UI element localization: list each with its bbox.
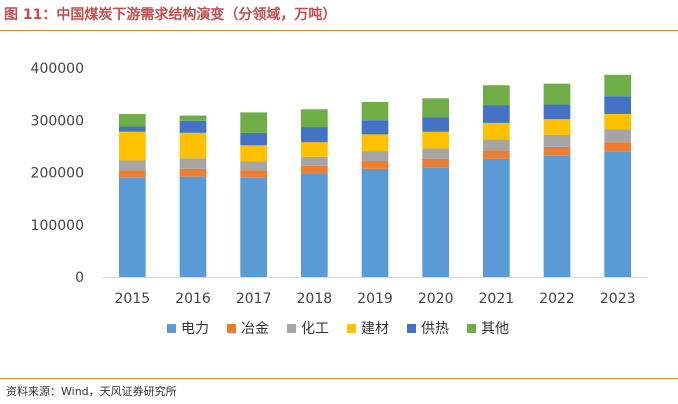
bar-segment: [422, 158, 450, 168]
stacked-bar-chart: 0 100000 200000 300000 400000 2015 2016 2017 201…: [31, 61, 648, 337]
legend-label: 其他: [481, 321, 509, 337]
bar-segment: [422, 167, 450, 277]
bar-segment: [118, 177, 146, 277]
bar-segment: [543, 155, 571, 277]
bar-segment: [361, 101, 389, 121]
legend-swatch: [167, 324, 176, 333]
bar-segment: [300, 142, 328, 157]
legend-label: 建材: [361, 321, 389, 337]
bar-segment: [361, 120, 389, 135]
bar-segment: [361, 161, 389, 169]
source-note: 资料来源：Wind，天风证券研究所: [6, 385, 177, 398]
bar-segment: [179, 115, 207, 121]
bar-segment: [604, 151, 632, 277]
bar-segment: [300, 173, 328, 277]
bar-segment: [543, 119, 571, 135]
bar-segment: [240, 112, 268, 133]
y-tick-label: 300000: [31, 113, 84, 129]
bar-segment: [422, 98, 450, 118]
bar-segment: [604, 142, 632, 152]
y-tick-label: 100000: [31, 218, 84, 234]
y-tick-label: 0: [75, 270, 84, 286]
x-tick-label: 2015: [115, 291, 151, 307]
bar-segment: [300, 165, 328, 174]
bar-segment: [604, 129, 632, 143]
x-tick-label: 2019: [357, 291, 393, 307]
bar-segment: [543, 134, 571, 147]
bar-segment: [604, 74, 632, 97]
bar-segment: [604, 96, 632, 114]
x-tick-label: 2023: [600, 291, 636, 307]
x-tick-label: 2021: [479, 291, 515, 307]
legend-label: 供热: [421, 321, 449, 337]
x-tick-label: 2018: [297, 291, 333, 307]
bar-segment: [422, 131, 450, 149]
legend-label: 化工: [301, 321, 329, 337]
footer-divider: [0, 378, 678, 379]
bar-segment: [482, 122, 510, 140]
legend-swatch: [347, 324, 356, 333]
bar-segment: [422, 148, 450, 159]
bar-segment: [543, 83, 571, 105]
bar-segment: [240, 132, 268, 146]
legend-label: 电力: [181, 321, 209, 337]
legend-label: 冶金: [241, 321, 269, 337]
bar-segment: [240, 177, 268, 277]
bar-segment: [300, 127, 328, 143]
bar-segment: [543, 146, 571, 156]
bar-segment: [179, 176, 207, 277]
bar-segment: [179, 120, 207, 133]
bar-segment: [361, 134, 389, 152]
bar-segment: [118, 126, 146, 132]
y-tick-label: 400000: [31, 61, 84, 77]
bar-segment: [361, 168, 389, 277]
bar-segment: [422, 117, 450, 132]
legend-swatch: [287, 324, 296, 333]
bar-segment: [118, 113, 146, 127]
bar-segment: [179, 168, 207, 177]
bar-segment: [240, 161, 268, 171]
bar-segment: [300, 156, 328, 166]
title-divider: [0, 30, 678, 31]
bar-segment: [543, 104, 571, 120]
bar-segment: [482, 139, 510, 151]
x-tick-label: 2016: [175, 291, 211, 307]
bar-segment: [482, 158, 510, 277]
legend-swatch: [407, 324, 416, 333]
bar-segment: [482, 85, 510, 106]
bar-segment: [604, 113, 632, 130]
y-tick-label: 200000: [31, 166, 84, 182]
figure-title: 图 11：中国煤炭下游需求结构演变（分领域，万吨）: [4, 7, 337, 23]
bar-segment: [118, 160, 146, 171]
x-tick-label: 2017: [236, 291, 272, 307]
bar-segment: [118, 131, 146, 161]
x-tick-label: 2020: [418, 291, 454, 307]
x-tick-label: 2022: [539, 291, 575, 307]
bar-segment: [482, 150, 510, 159]
bar-segment: [240, 145, 268, 162]
legend-swatch: [467, 324, 476, 333]
bar-segment: [482, 105, 510, 123]
bar-segment: [179, 132, 207, 159]
bar-segment: [240, 170, 268, 178]
bar-segment: [361, 151, 389, 162]
legend-swatch: [227, 324, 236, 333]
bar-segment: [179, 158, 207, 169]
bar-segment: [300, 109, 328, 128]
bar-segment: [118, 170, 146, 178]
